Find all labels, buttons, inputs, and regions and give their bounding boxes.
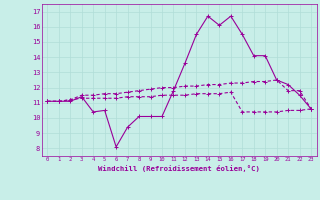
X-axis label: Windchill (Refroidissement éolien,°C): Windchill (Refroidissement éolien,°C) <box>98 165 260 172</box>
